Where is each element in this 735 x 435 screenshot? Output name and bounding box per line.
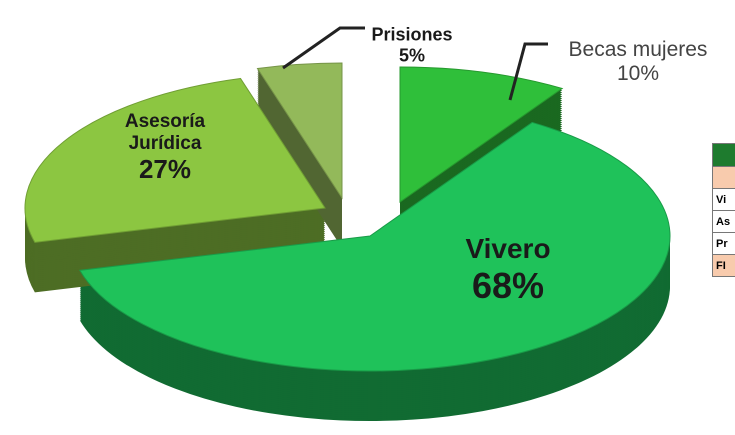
data-label: Asesoría Jurídica 27%: [105, 111, 225, 185]
value-label: 68%: [471, 265, 545, 307]
category-label: Prisiones: [371, 24, 453, 45]
leader-line: [508, 42, 548, 101]
data-label: Becas mujeres 10%: [533, 38, 735, 86]
cell: FI: [712, 254, 735, 277]
header-cell: [712, 166, 735, 189]
leader-line: [282, 26, 365, 70]
value-label: 5%: [398, 45, 425, 65]
cell: Vi: [712, 188, 735, 211]
cell: Pr: [712, 232, 735, 255]
cell: As: [712, 210, 735, 233]
value-label: 10%: [616, 62, 660, 85]
category-label: Vivero: [465, 233, 551, 265]
value-label: 27%: [138, 153, 192, 184]
data-label: Prisiones 5%: [342, 24, 482, 65]
header-cell: [712, 143, 735, 167]
slice: [399, 66, 564, 203]
category-label: Becas mujeres: [568, 37, 708, 61]
data-label: Vivero 68%: [408, 233, 608, 307]
data-table: Vi As Pr FI: [712, 143, 735, 277]
slice: [24, 77, 326, 243]
category-label: Asesoría Jurídica: [124, 111, 206, 155]
slice: [256, 62, 343, 200]
slice: [79, 121, 671, 372]
